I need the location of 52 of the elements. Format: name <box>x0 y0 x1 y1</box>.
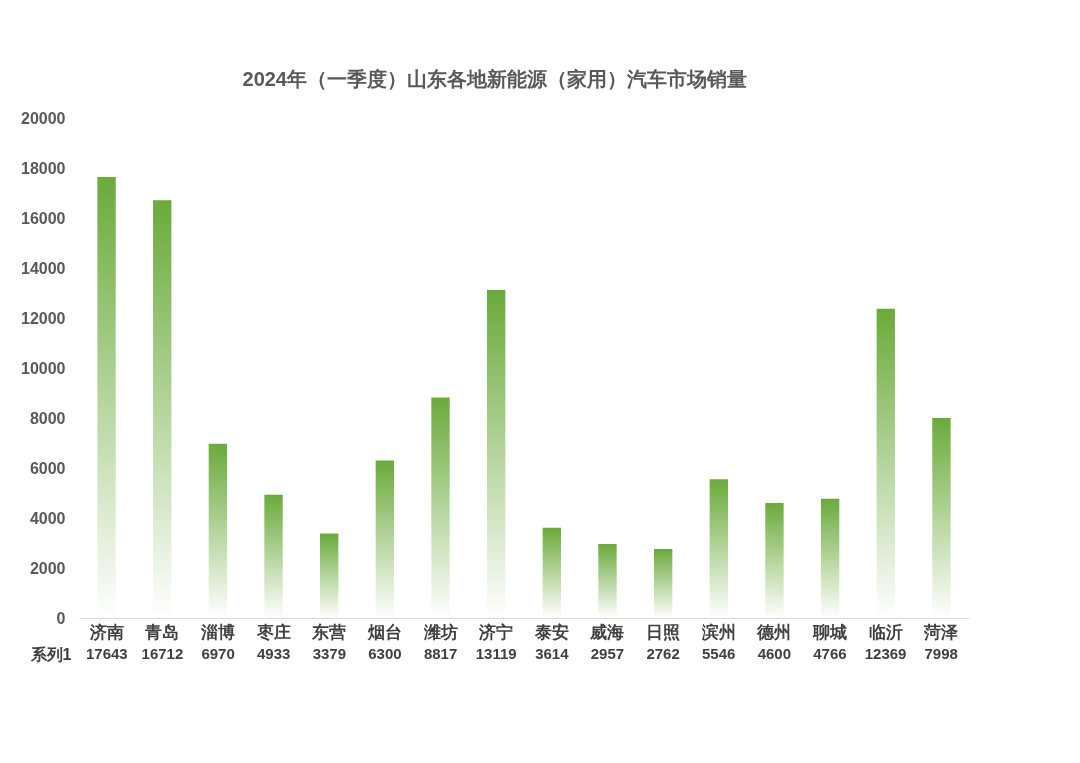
x-tick-label: 济宁 <box>478 622 514 642</box>
y-tick-label: 18000 <box>21 159 66 177</box>
bar <box>264 494 283 618</box>
data-label: 16712 <box>141 645 184 662</box>
y-tick-label: 4000 <box>29 509 66 527</box>
data-label: 6970 <box>201 645 235 662</box>
x-tick-label: 潍坊 <box>422 622 458 642</box>
data-label: 17643 <box>85 645 128 662</box>
y-tick-label: 0 <box>56 609 66 627</box>
x-tick-label: 菏泽 <box>923 622 960 642</box>
data-label: 4766 <box>813 645 847 662</box>
x-tick-label: 济南 <box>88 622 124 642</box>
y-tick-label: 10000 <box>21 359 66 377</box>
y-tick-label: 20000 <box>21 109 66 127</box>
x-tick-label: 临沂 <box>868 622 903 642</box>
data-label: 7998 <box>924 645 958 662</box>
data-label: 3614 <box>535 645 570 662</box>
text: 系列1 <box>29 645 72 663</box>
y-tick-label: 16000 <box>21 209 66 227</box>
y-tick-label: 8000 <box>29 409 66 427</box>
x-tick-label: 青岛 <box>144 622 180 642</box>
data-label: 3379 <box>312 645 346 662</box>
x-tick-label: 日照 <box>646 622 681 642</box>
data-label: 12369 <box>864 645 907 662</box>
x-tick-label: 威海 <box>589 622 625 642</box>
bar <box>765 503 784 618</box>
x-tick-label: 烟台 <box>366 622 402 642</box>
data-label: 4933 <box>257 645 291 662</box>
y-tick-label: 14000 <box>21 259 66 277</box>
y-tick-label: 12000 <box>21 309 66 327</box>
x-tick-label: 枣庄 <box>255 622 291 642</box>
bar <box>820 498 840 618</box>
chart-title: 2024年（一季度）山东各地新能源（家用）汽车市场销量 <box>242 68 747 90</box>
data-label: 8817 <box>423 645 458 662</box>
y-tick-label: 2000 <box>29 559 66 577</box>
bar <box>542 527 562 618</box>
bar <box>598 544 617 618</box>
x-tick-label: 德州 <box>756 622 792 642</box>
data-label: 2957 <box>590 645 625 662</box>
x-tick-label: 滨州 <box>700 622 736 642</box>
x-tick-label: 聊城 <box>812 622 848 642</box>
data-label: 13119 <box>475 645 517 662</box>
data-label: 2762 <box>646 645 680 662</box>
data-label: 5546 <box>702 645 736 662</box>
bar <box>320 533 339 618</box>
data-label: 4600 <box>757 645 791 662</box>
y-tick-label: 6000 <box>29 459 66 477</box>
data-label: 6300 <box>368 645 402 662</box>
x-tick-label: 淄博 <box>199 622 235 642</box>
x-tick-label: 泰安 <box>533 622 569 642</box>
x-tick-label: 东营 <box>311 622 347 642</box>
bar <box>653 548 673 618</box>
